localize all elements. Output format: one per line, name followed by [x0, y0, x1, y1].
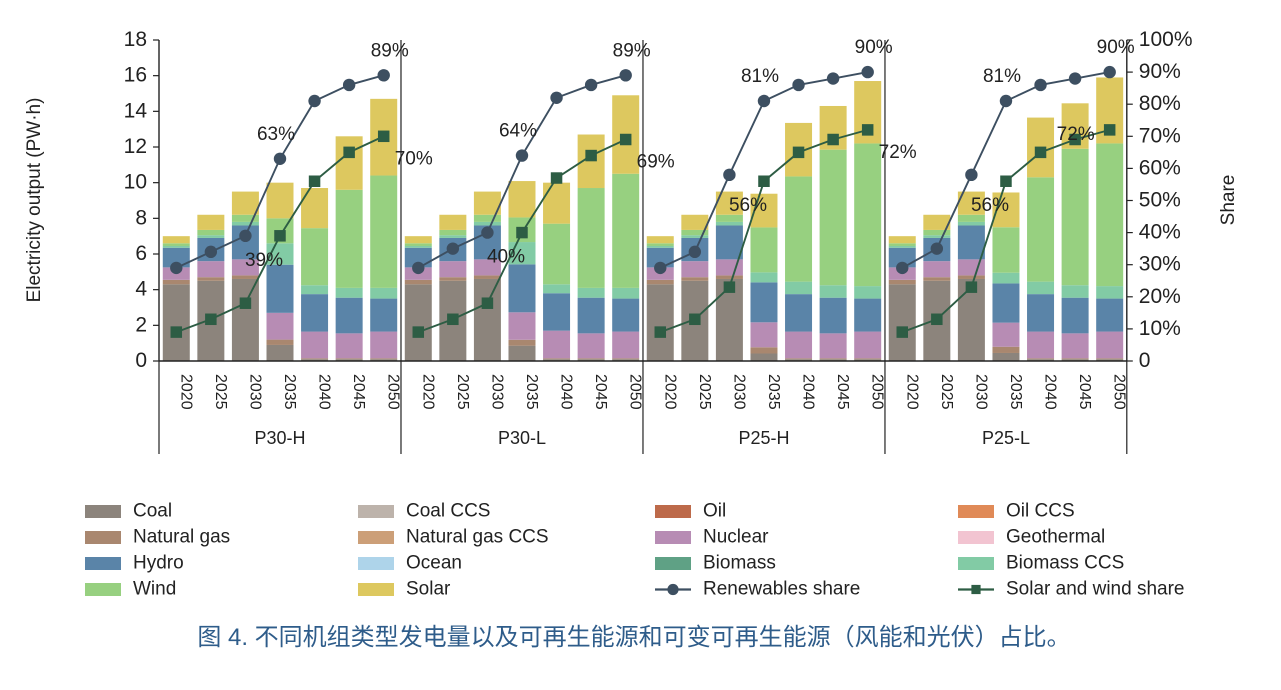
svg-text:2025: 2025	[454, 374, 471, 410]
svg-text:Natural gas CCS: Natural gas CCS	[406, 527, 549, 548]
svg-text:Nuclear: Nuclear	[703, 527, 769, 548]
svg-text:20%: 20%	[1139, 285, 1181, 308]
svg-text:P30-H: P30-H	[254, 428, 305, 448]
svg-text:69%: 69%	[637, 152, 675, 173]
svg-text:39%: 39%	[245, 250, 283, 271]
svg-text:90%: 90%	[1139, 60, 1181, 83]
svg-text:2: 2	[135, 313, 147, 336]
svg-text:2035: 2035	[281, 374, 298, 410]
svg-text:2050: 2050	[869, 374, 886, 410]
svg-text:2045: 2045	[350, 374, 367, 410]
svg-text:2030: 2030	[730, 374, 747, 410]
svg-text:81%: 81%	[983, 66, 1021, 87]
svg-text:2020: 2020	[903, 374, 920, 410]
svg-text:Oil CCS: Oil CCS	[1006, 501, 1075, 522]
svg-text:2050: 2050	[1111, 374, 1128, 410]
svg-text:2050: 2050	[627, 374, 644, 410]
svg-text:90%: 90%	[1097, 37, 1135, 58]
svg-text:60%: 60%	[1139, 156, 1181, 179]
svg-text:40%: 40%	[487, 247, 525, 268]
svg-text:2025: 2025	[212, 374, 229, 410]
svg-text:2030: 2030	[972, 374, 989, 410]
svg-text:12: 12	[124, 135, 147, 158]
svg-text:2045: 2045	[834, 374, 851, 410]
svg-text:Solar and wind share: Solar and wind share	[1006, 579, 1185, 600]
svg-text:2030: 2030	[246, 374, 263, 410]
svg-text:63%: 63%	[257, 124, 295, 145]
svg-text:72%: 72%	[1057, 124, 1095, 145]
svg-text:Electricity output (PW·h): Electricity output (PW·h)	[24, 98, 45, 303]
svg-text:Coal: Coal	[133, 501, 172, 522]
svg-text:Wind: Wind	[133, 579, 176, 600]
svg-text:2040: 2040	[558, 374, 575, 410]
svg-text:Share: Share	[1218, 175, 1239, 226]
svg-text:Ocean: Ocean	[406, 553, 462, 574]
svg-text:10%: 10%	[1139, 317, 1181, 340]
svg-text:2020: 2020	[419, 374, 436, 410]
svg-text:2040: 2040	[800, 374, 817, 410]
svg-text:Oil: Oil	[703, 501, 726, 522]
svg-text:Hydro: Hydro	[133, 553, 184, 574]
svg-text:80%: 80%	[1139, 92, 1181, 115]
svg-text:89%: 89%	[613, 40, 651, 61]
svg-text:图 4. 不同机组类型发电量以及可再生能源和可变可再生能源（: 图 4. 不同机组类型发电量以及可再生能源和可变可再生能源（风能和光伏）占比。	[197, 624, 1070, 651]
svg-text:90%: 90%	[855, 37, 893, 58]
svg-text:64%: 64%	[499, 121, 537, 142]
svg-text:4: 4	[135, 278, 147, 301]
svg-text:6: 6	[135, 242, 147, 265]
svg-text:Biomass CCS: Biomass CCS	[1006, 553, 1124, 574]
svg-text:2045: 2045	[592, 374, 609, 410]
svg-text:2035: 2035	[523, 374, 540, 410]
svg-text:18: 18	[124, 28, 147, 51]
svg-text:Biomass: Biomass	[703, 553, 776, 574]
svg-text:2035: 2035	[765, 374, 782, 410]
svg-text:100%: 100%	[1139, 28, 1193, 51]
svg-text:70%: 70%	[1139, 124, 1181, 147]
svg-text:2035: 2035	[1007, 374, 1024, 410]
svg-text:16: 16	[124, 64, 147, 87]
svg-text:56%: 56%	[971, 195, 1009, 216]
svg-text:8: 8	[135, 206, 147, 229]
svg-text:10: 10	[124, 171, 147, 194]
svg-text:Natural gas: Natural gas	[133, 527, 230, 548]
svg-text:Solar: Solar	[406, 579, 451, 600]
svg-text:40%: 40%	[1139, 221, 1181, 244]
svg-text:P25-L: P25-L	[982, 428, 1030, 448]
svg-text:2020: 2020	[661, 374, 678, 410]
svg-text:0: 0	[1139, 349, 1151, 372]
svg-text:Coal CCS: Coal CCS	[406, 501, 490, 522]
svg-text:2020: 2020	[177, 374, 194, 410]
svg-text:72%: 72%	[879, 142, 917, 163]
svg-text:70%: 70%	[395, 148, 433, 169]
svg-text:2040: 2040	[316, 374, 333, 410]
svg-text:2040: 2040	[1042, 374, 1059, 410]
svg-text:P30-L: P30-L	[498, 428, 546, 448]
svg-text:Renewables share: Renewables share	[703, 579, 860, 600]
svg-text:2050: 2050	[385, 374, 402, 410]
svg-text:2045: 2045	[1076, 374, 1093, 410]
svg-text:56%: 56%	[729, 195, 767, 216]
svg-text:89%: 89%	[371, 40, 409, 61]
svg-text:81%: 81%	[741, 66, 779, 87]
svg-text:30%: 30%	[1139, 253, 1181, 276]
svg-text:P25-H: P25-H	[738, 428, 789, 448]
svg-text:50%: 50%	[1139, 189, 1181, 212]
svg-text:0: 0	[135, 349, 147, 372]
svg-text:Geothermal: Geothermal	[1006, 527, 1105, 548]
svg-text:14: 14	[124, 99, 148, 122]
svg-text:2025: 2025	[696, 374, 713, 410]
svg-text:2025: 2025	[938, 374, 955, 410]
svg-text:2030: 2030	[488, 374, 505, 410]
